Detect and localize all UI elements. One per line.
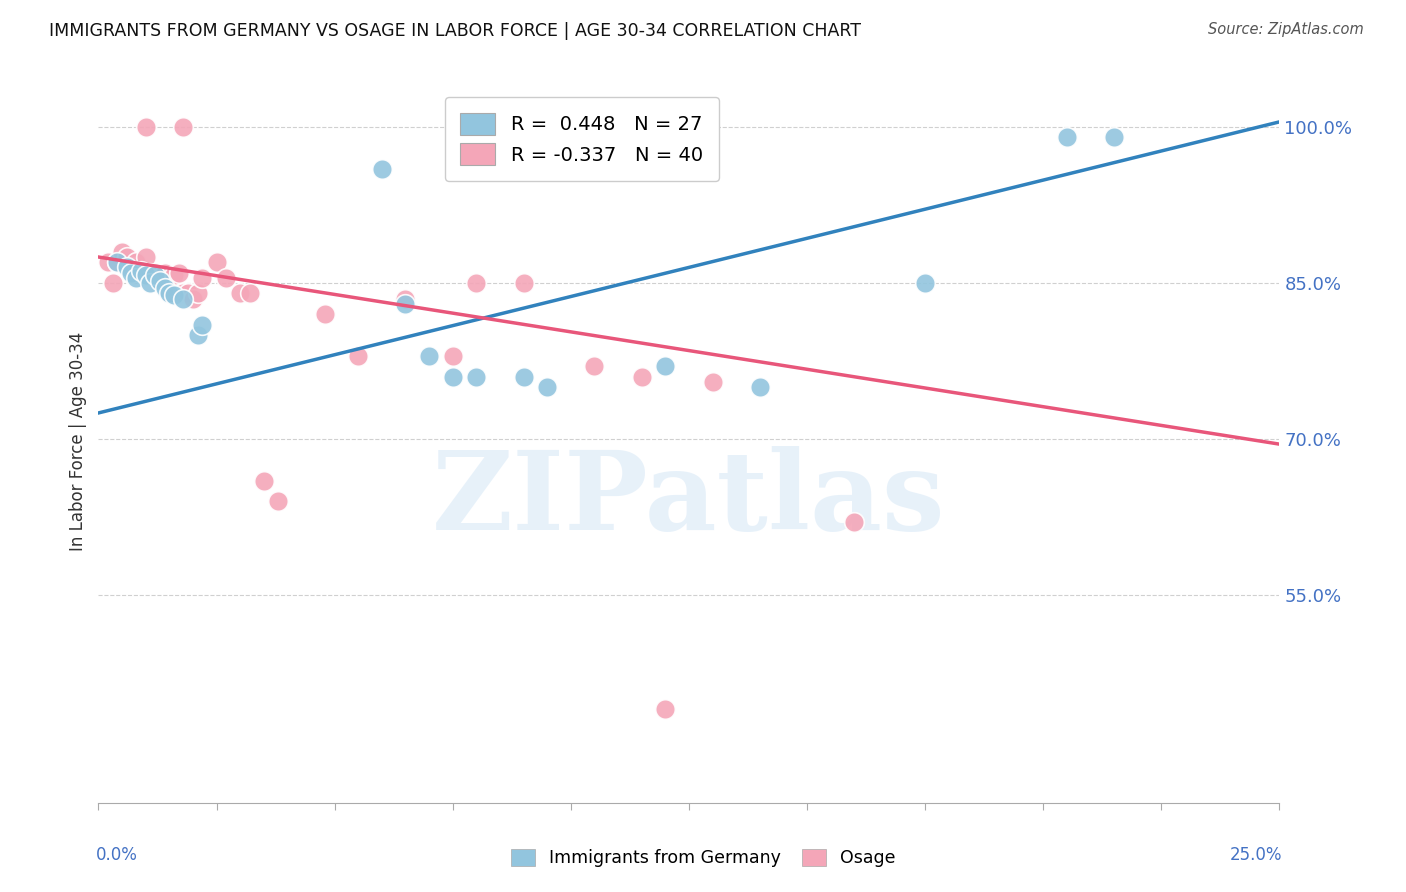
Point (143, 268, 166, 282)
Point (167, 266, 190, 280)
Point (215, 270, 238, 285)
Point (654, 359, 676, 374)
Point (149, 274, 172, 288)
Point (844, 515, 866, 529)
Point (748, 380, 770, 394)
Point (418, 349, 440, 363)
Text: ZIPatlas: ZIPatlas (432, 446, 946, 553)
Legend: R =  0.448   N = 27, R = -0.337   N = 40: R = 0.448 N = 27, R = -0.337 N = 40 (444, 97, 718, 181)
Point (97, 255, 120, 269)
Point (1102, 130, 1125, 145)
Point (125, 255, 148, 269)
Point (187, 286, 209, 301)
Point (465, 369, 488, 384)
Point (371, 161, 394, 176)
Point (465, 276, 488, 290)
Point (253, 474, 276, 488)
Point (157, 286, 180, 301)
Point (394, 292, 416, 306)
Point (583, 359, 606, 374)
Point (1056, 130, 1078, 145)
Point (191, 270, 214, 285)
Point (115, 260, 138, 275)
Point (441, 369, 464, 384)
Point (536, 380, 558, 394)
Point (512, 276, 534, 290)
Point (172, 120, 194, 134)
Point (163, 288, 186, 302)
Point (914, 276, 936, 290)
Text: 0.0%: 0.0% (96, 847, 138, 864)
Y-axis label: In Labor Force | Age 30-34: In Labor Force | Age 30-34 (69, 332, 87, 551)
Point (135, 120, 157, 134)
Point (135, 250, 157, 264)
Point (229, 286, 252, 301)
Point (191, 318, 214, 332)
Point (347, 349, 370, 363)
Point (441, 349, 464, 363)
Point (239, 286, 262, 301)
Point (121, 260, 143, 275)
Point (512, 369, 534, 384)
Point (163, 268, 186, 282)
Point (702, 375, 724, 389)
Point (143, 266, 166, 280)
Point (172, 292, 194, 306)
Text: Source: ZipAtlas.com: Source: ZipAtlas.com (1208, 22, 1364, 37)
Point (153, 266, 176, 280)
Point (394, 297, 416, 311)
Point (205, 255, 228, 269)
Point (105, 255, 128, 269)
Point (111, 244, 134, 259)
Point (105, 255, 128, 269)
Point (181, 292, 204, 306)
Point (654, 702, 676, 716)
Point (267, 494, 290, 508)
Point (630, 369, 652, 384)
Point (187, 328, 209, 343)
Text: 25.0%: 25.0% (1229, 847, 1282, 864)
Point (115, 250, 138, 264)
Point (172, 286, 194, 301)
Point (121, 266, 143, 280)
Point (125, 270, 148, 285)
Point (135, 268, 157, 282)
Legend: Immigrants from Germany, Osage: Immigrants from Germany, Osage (503, 842, 903, 874)
Point (149, 270, 172, 285)
Point (101, 276, 124, 290)
Point (139, 276, 162, 290)
Text: IMMIGRANTS FROM GERMANY VS OSAGE IN LABOR FORCE | AGE 30-34 CORRELATION CHART: IMMIGRANTS FROM GERMANY VS OSAGE IN LABO… (49, 22, 862, 40)
Point (153, 281, 176, 295)
Point (177, 286, 200, 301)
Point (314, 307, 336, 321)
Point (139, 266, 162, 280)
Point (129, 263, 152, 277)
Point (129, 266, 152, 280)
Point (157, 286, 180, 301)
